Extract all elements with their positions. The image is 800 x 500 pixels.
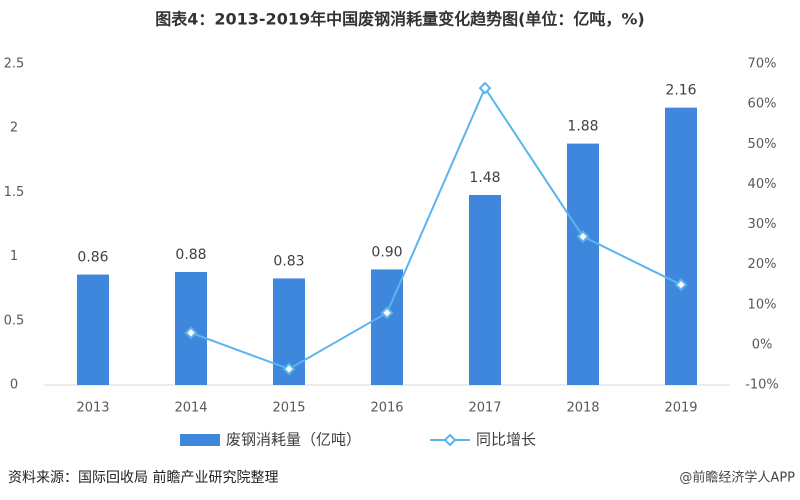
y-tick-label: 0.5 (4, 313, 25, 328)
x-tick-label: 2017 (468, 401, 501, 416)
y-tick-label: 1 (10, 249, 18, 264)
value-label: 1.48 (469, 170, 500, 186)
bar (665, 107, 697, 385)
credit: @前瞻经济学人APP (679, 470, 795, 486)
x-tick-label: 2013 (76, 401, 109, 416)
x-tick-label: 2016 (370, 401, 403, 416)
marker (674, 278, 688, 292)
legend-marker (443, 433, 457, 447)
y2-tick-label: 70% (748, 57, 777, 72)
y-tick-label: 2 (10, 121, 18, 136)
marker (478, 81, 492, 95)
y2-tick-label: 60% (748, 97, 777, 112)
x-tick-label: 2019 (664, 401, 697, 416)
y2-tick-label: 0% (752, 337, 773, 352)
y2-tick-label: 20% (748, 257, 777, 272)
y-tick-label: 2.5 (4, 57, 25, 72)
value-label: 0.83 (273, 253, 304, 269)
marker (282, 362, 296, 376)
line (190, 85, 682, 371)
legend-label: 废钢消耗量（亿吨） (226, 431, 361, 449)
y2-tick-label: 10% (748, 297, 777, 312)
bar (469, 194, 501, 385)
y2-tick-label: 50% (748, 137, 777, 152)
value-label: 0.90 (371, 244, 402, 260)
value-label: 1.88 (567, 119, 598, 135)
source: 资料来源：国际回收局 前瞻产业研究院整理 (8, 469, 278, 486)
x-tick-label: 2014 (174, 401, 207, 416)
y2-tick-label: -10% (745, 378, 779, 393)
legend-swatch (180, 434, 220, 446)
y2-tick-label: 30% (748, 217, 777, 232)
x-tick-label: 2015 (272, 401, 305, 416)
legend-label: 同比增长 (476, 431, 536, 449)
marker (576, 230, 590, 243)
x-tick-label: 2018 (566, 401, 599, 416)
marker (380, 306, 394, 320)
y-tick-label: 0 (10, 378, 18, 393)
bar (77, 274, 109, 385)
marker (184, 326, 198, 340)
value-label: 0.86 (77, 250, 108, 266)
bar (567, 143, 599, 385)
value-label: 0.88 (175, 247, 206, 263)
y-tick-label: 1.5 (4, 185, 25, 200)
chart-title: 图表4：2013-2019年中国废钢消耗量变化趋势图(单位：亿吨，%) (155, 10, 645, 29)
value-label: 2.16 (665, 83, 696, 99)
y2-tick-label: 40% (748, 177, 777, 192)
